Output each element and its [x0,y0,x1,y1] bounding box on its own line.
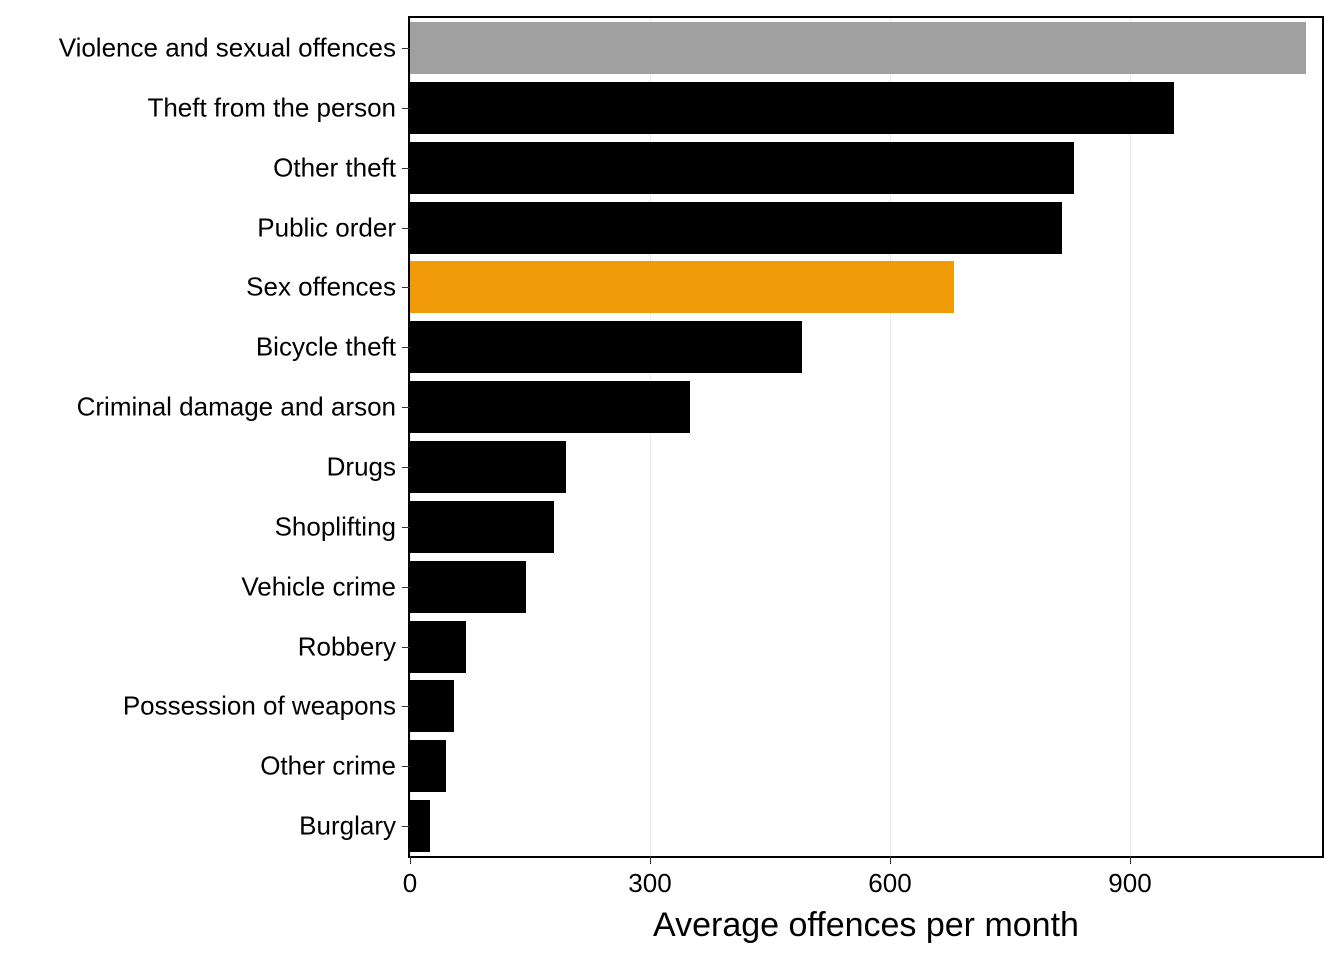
bar [410,381,690,433]
y-tick-label: Criminal damage and arson [77,392,396,423]
bar [410,621,466,673]
y-tick-mark [402,347,410,348]
bar [410,261,954,313]
y-tick-label: Violence and sexual offences [59,32,396,63]
y-tick-label: Robbery [298,631,396,662]
y-tick-label: Other crime [260,751,396,782]
gridline [1130,18,1131,856]
y-tick-label: Shoplifting [275,511,396,542]
y-tick-mark [402,647,410,648]
bar [410,441,566,493]
x-axis-title: Average offences per month [410,906,1322,945]
bar [410,22,1306,74]
x-tick-label: 300 [628,868,671,899]
y-tick-mark [402,228,410,229]
y-tick-mark [402,48,410,49]
y-tick-label: Possession of weapons [123,691,396,722]
y-tick-mark [402,706,410,707]
y-tick-mark [402,587,410,588]
bar [410,740,446,792]
y-tick-mark [402,407,410,408]
bar [410,321,802,373]
bar [410,680,454,732]
x-tick-label: 0 [403,868,417,899]
y-tick-label: Theft from the person [147,92,396,123]
x-tick-label: 900 [1108,868,1151,899]
x-tick-mark [1130,856,1131,864]
bar [410,561,526,613]
y-tick-mark [402,826,410,827]
y-tick-mark [402,168,410,169]
y-tick-mark [402,467,410,468]
y-tick-label: Bicycle theft [256,332,396,363]
x-tick-mark [890,856,891,864]
y-tick-label: Public order [257,212,396,243]
x-tick-mark [650,856,651,864]
y-tick-mark [402,527,410,528]
bar [410,82,1174,134]
y-tick-label: Burglary [299,811,396,842]
y-tick-label: Other theft [273,152,396,183]
y-tick-mark [402,287,410,288]
bar [410,501,554,553]
y-tick-label: Vehicle crime [241,571,396,602]
x-tick-mark [410,856,411,864]
bar [410,202,1062,254]
x-tick-label: 600 [868,868,911,899]
y-tick-label: Drugs [327,451,396,482]
y-tick-label: Sex offences [246,272,396,303]
y-tick-mark [402,766,410,767]
offences-bar-chart: 0 300 600 900 Violence and sexual offences Th… [0,0,1344,960]
bar [410,142,1074,194]
y-tick-mark [402,108,410,109]
bar [410,800,430,852]
